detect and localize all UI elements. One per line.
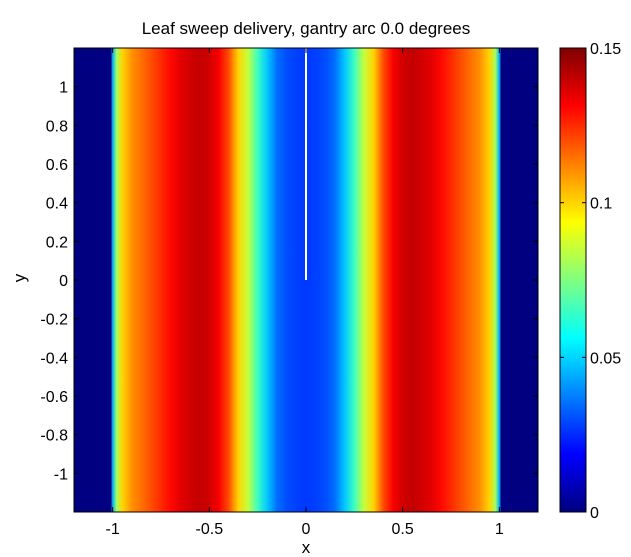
x-tick-label: -1 — [106, 521, 120, 538]
y-tick-label: 0.6 — [46, 157, 68, 174]
x-tick-label: 1 — [495, 521, 504, 538]
colorbar-frame — [559, 47, 587, 513]
y-tick-label: 0 — [59, 273, 68, 290]
y-tick-label: 1 — [59, 80, 68, 97]
x-tick-label: -0.5 — [196, 521, 224, 538]
y-tick-label: -0.6 — [40, 389, 68, 406]
colorbar-tick-label: 0 — [590, 505, 599, 522]
colorbar-tick-label: 0.05 — [590, 350, 621, 367]
y-tick-label: 0.4 — [46, 196, 68, 213]
chart-title: Leaf sweep delivery, gantry arc 0.0 degr… — [142, 19, 471, 38]
y-tick-label: 0.8 — [46, 118, 68, 135]
y-tick-label: -0.8 — [40, 428, 68, 445]
colorbar-gradient — [560, 48, 586, 512]
x-tick-label: 0 — [302, 521, 311, 538]
x-axis: -1 -0.5 0 0.5 1 — [106, 48, 504, 538]
heatmap-plot: -1 -0.5 0 0.5 1 1 0.8 0.6 0.4 0.2 0 -0.2 -0.4 -0.6 -0… — [40, 47, 539, 538]
x-axis-label: x — [302, 538, 311, 557]
y-tick-label: -0.4 — [40, 350, 68, 367]
y-axis-label: y — [10, 273, 29, 282]
colorbar-tick-label: 0.1 — [590, 196, 612, 213]
x-tick-label: 0.5 — [392, 521, 414, 538]
y-tick-label: 0.2 — [46, 234, 68, 251]
colorbar-tick-label: 0.15 — [590, 41, 621, 58]
y-tick-label: -1 — [54, 466, 68, 483]
colorbar-ticks: 0 0.05 0.1 0.15 — [560, 41, 621, 522]
y-axis: 1 0.8 0.6 0.4 0.2 0 -0.2 -0.4 -0.6 -0.8 -1 — [40, 80, 538, 483]
y-tick-label: -0.2 — [40, 312, 68, 329]
colorbar: 0 0.05 0.1 0.15 — [559, 41, 621, 522]
